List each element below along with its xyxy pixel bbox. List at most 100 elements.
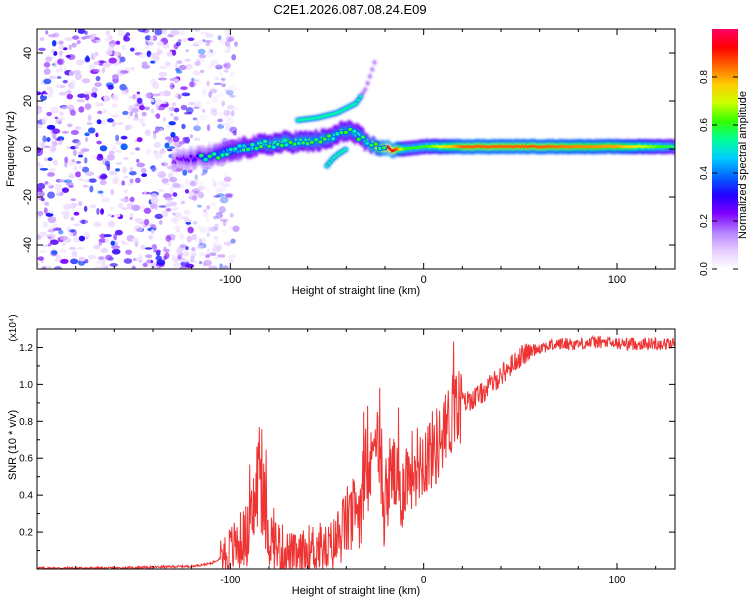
noise-blob — [157, 188, 165, 192]
noise-blob — [120, 135, 128, 140]
noise-blob — [233, 130, 237, 136]
noise-blob — [205, 33, 214, 39]
ridge-peak — [468, 145, 470, 149]
ridge-peak — [608, 144, 611, 148]
ridge-peak — [631, 145, 634, 149]
ridge-peak — [304, 138, 307, 142]
noise-blob — [210, 107, 218, 113]
noise-blob — [107, 154, 115, 161]
noise-blob — [229, 126, 238, 133]
lower-branch-core — [341, 149, 345, 153]
noise-blob — [66, 104, 75, 109]
noise-blob — [99, 175, 103, 180]
ridge-peak — [242, 144, 244, 148]
noise-blob — [179, 265, 187, 269]
noise-blob — [62, 242, 66, 246]
noise-blob — [202, 169, 208, 175]
noise-blob — [94, 265, 104, 269]
x-tick-label: 0 — [421, 575, 427, 586]
noise-blob — [97, 110, 103, 115]
noise-blob — [144, 129, 151, 136]
noise-blob — [154, 29, 163, 36]
noise-blob — [145, 254, 153, 259]
noise-blob — [230, 110, 235, 117]
noise-blob — [203, 259, 213, 267]
upper-branch — [365, 81, 370, 86]
ridge-bead — [317, 139, 324, 145]
noise-blob — [50, 145, 57, 152]
ridge-peak — [408, 147, 411, 150]
ridge-peak — [422, 145, 424, 149]
noise-blob — [222, 265, 229, 269]
ridge-peak — [617, 145, 619, 149]
noise-blob — [129, 47, 135, 52]
noise-blob — [116, 149, 122, 153]
ridge-peak — [223, 150, 225, 153]
noise-blob — [88, 178, 97, 183]
noise-blob — [136, 158, 140, 163]
ridge-peak — [587, 144, 589, 148]
ridge-peak — [185, 158, 187, 162]
noise-blob — [46, 124, 56, 130]
noise-blob — [100, 247, 109, 254]
colorbar-gradient — [712, 29, 738, 269]
noise-blob — [198, 252, 206, 256]
ridge-bead — [381, 145, 388, 151]
noise-blob — [92, 39, 96, 43]
noise-blob — [214, 119, 221, 126]
ridge-peak — [454, 144, 457, 148]
noise-blob — [168, 146, 175, 149]
ridge-peak — [642, 145, 645, 149]
noise-blob — [74, 126, 82, 130]
noise-blob — [203, 209, 207, 213]
ridge-bead — [223, 151, 230, 158]
noise-blob — [107, 43, 116, 48]
noise-blob — [132, 117, 140, 121]
noise-blob — [150, 98, 155, 103]
upper-branch-core — [296, 118, 300, 122]
noise-blob — [194, 61, 201, 67]
ridge-peak — [527, 145, 530, 149]
noise-blob — [111, 94, 119, 101]
ridge-peak — [404, 147, 407, 151]
ridge-peak — [556, 145, 558, 149]
ridge-peak — [577, 144, 580, 148]
noise-blob — [143, 190, 147, 195]
noise-blob — [216, 180, 224, 187]
noise-blob — [216, 193, 225, 198]
noise-blob — [52, 61, 58, 69]
noise-blob — [38, 231, 48, 237]
noise-blob — [221, 83, 227, 88]
ridge-peak — [189, 154, 192, 158]
noise-blob — [229, 212, 234, 218]
noise-blob — [117, 29, 125, 37]
noise-blob — [158, 205, 167, 208]
noise-blob — [211, 96, 219, 103]
noise-blob — [106, 118, 114, 123]
noise-blob — [172, 261, 180, 268]
snr-multiplier: (x10⁴) — [8, 314, 19, 341]
upper-branch — [367, 74, 372, 79]
noise-blob — [112, 74, 119, 80]
noise-blob — [115, 134, 120, 142]
noise-blob — [165, 235, 172, 242]
noise-blob — [84, 132, 90, 137]
noise-blob — [51, 40, 57, 47]
noise-blob — [206, 187, 210, 194]
ridge-peak — [178, 158, 181, 162]
noise-blob — [205, 51, 214, 58]
noise-blob — [108, 57, 117, 64]
colorbar: 0.0 0.2 0.4 0.6 0.8 Normalized spectral ampl… — [699, 29, 749, 276]
noise-blob — [111, 176, 121, 182]
noise-blob — [212, 50, 218, 55]
ridge-peak — [412, 146, 415, 150]
noise-blob — [198, 186, 207, 191]
noise-blob — [104, 160, 111, 167]
ridge-peak — [604, 144, 607, 148]
noise-blob — [172, 135, 180, 143]
ridge-peak — [184, 157, 186, 161]
noise-blob — [46, 111, 53, 117]
noise-blob — [72, 69, 82, 75]
lower-branch-core — [343, 147, 348, 152]
